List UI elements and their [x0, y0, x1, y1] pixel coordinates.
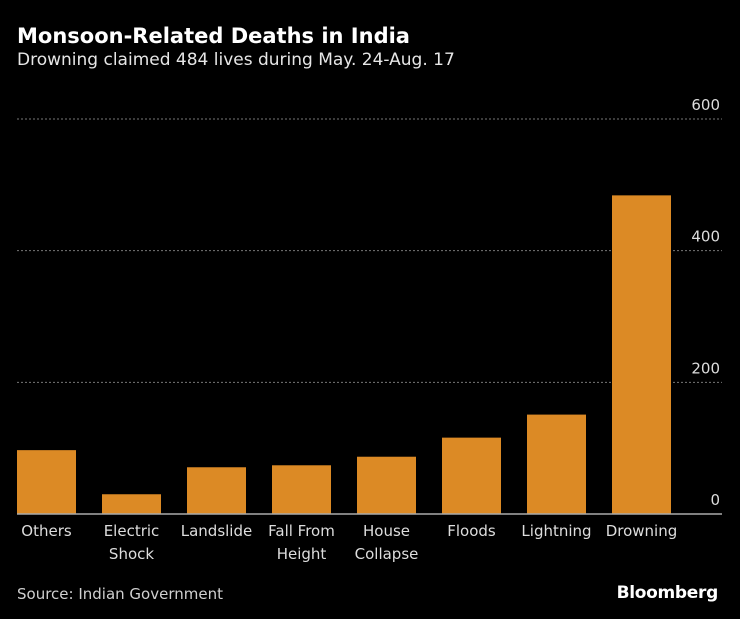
- bar: [357, 456, 416, 514]
- bar: [612, 195, 671, 514]
- x-tick-label: Landslide: [181, 522, 252, 540]
- bloomberg-logo: Bloomberg: [616, 583, 719, 603]
- y-tick-label: 400: [691, 228, 720, 246]
- chart-subtitle: Drowning claimed 484 lives during May. 2…: [17, 50, 455, 70]
- bar: [272, 465, 331, 514]
- bar: [102, 494, 161, 514]
- x-tick-label: Electric: [104, 522, 160, 540]
- x-tick-label: Floods: [447, 522, 496, 540]
- y-tick-label: 0: [710, 491, 720, 509]
- x-tick-label: Collapse: [355, 545, 419, 563]
- bar: [17, 450, 76, 514]
- x-tick-label: Height: [277, 545, 327, 563]
- y-tick-label: 200: [691, 359, 720, 377]
- x-tick-label: Fall From: [268, 522, 335, 540]
- bar: [442, 437, 501, 514]
- source-note: Source: Indian Government: [17, 585, 223, 603]
- y-tick-label: 600: [691, 96, 720, 114]
- x-tick-label: Others: [21, 522, 72, 540]
- x-tick-label: Lightning: [521, 522, 591, 540]
- x-tick-label: Drowning: [606, 522, 678, 540]
- x-tick-label: House: [363, 522, 410, 540]
- chart-title: Monsoon-Related Deaths in India: [17, 24, 410, 48]
- bar: [527, 414, 586, 514]
- bar: [187, 467, 246, 514]
- x-tick-label: Shock: [109, 545, 154, 563]
